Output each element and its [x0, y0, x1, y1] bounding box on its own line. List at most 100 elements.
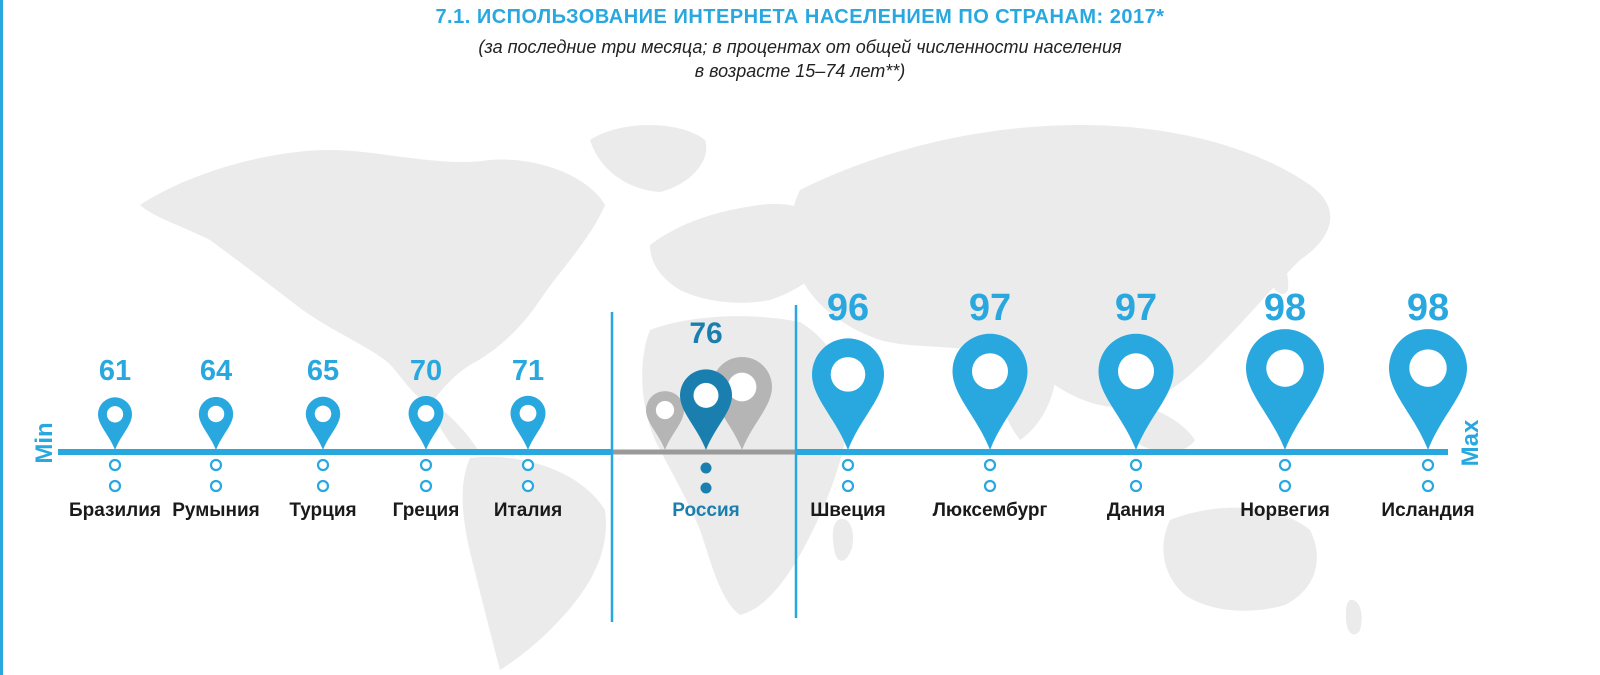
- country-0-pin-body: [98, 397, 132, 450]
- country-5-pin-body: [680, 369, 732, 450]
- country-6-label: Швеция: [810, 500, 886, 521]
- country-8-value: 97: [1115, 287, 1157, 329]
- country-5-pin-hole: [693, 382, 719, 408]
- country-4-pin-body: [510, 395, 546, 450]
- country-3-label: Греция: [393, 500, 460, 521]
- country-5-dot-1: [700, 462, 712, 474]
- axis-min-label: Min: [31, 422, 58, 463]
- map-south-america: [462, 456, 606, 670]
- country-0-dot-1: [108, 458, 122, 472]
- country-2-pin-body: [305, 396, 341, 450]
- country-4-label: Италия: [494, 500, 562, 521]
- country-0: 61 Бразилия: [69, 355, 161, 521]
- country-8-pin: [1098, 333, 1174, 450]
- country-1-value: 64: [200, 355, 232, 387]
- map-north-america: [140, 150, 605, 405]
- country-8-dot-1: [1129, 458, 1143, 472]
- country-7-label: Люксембург: [933, 500, 1048, 521]
- country-10-pin-body: [1389, 329, 1467, 450]
- country-10-pin: [1389, 329, 1467, 450]
- country-7-pin: [952, 333, 1028, 450]
- country-0-pin-hole: [106, 406, 124, 423]
- country-7-dot-1: [983, 458, 997, 472]
- chart-header: 7.1. ИСПОЛЬЗОВАНИЕ ИНТЕРНЕТА НАСЕЛЕНИЕМ …: [0, 6, 1600, 83]
- axis: Min Max: [31, 305, 1484, 622]
- country-10-label: Исландия: [1381, 500, 1474, 521]
- country-10: 98 Исландия: [1381, 287, 1474, 521]
- country-9-value: 98: [1264, 287, 1306, 329]
- country-3: 70 Греция: [393, 355, 460, 521]
- country-8-label: Дания: [1107, 500, 1165, 521]
- country-7-pin-body: [952, 333, 1028, 450]
- country-1-pin-body: [198, 396, 234, 450]
- country-9-pin: [1246, 329, 1324, 450]
- country-9-pin-body: [1246, 329, 1324, 450]
- country-2-dot-2: [316, 479, 330, 493]
- map-greenland: [590, 125, 707, 192]
- country-5-decoy-pin-right-hole: [727, 372, 757, 402]
- country-7-value: 97: [969, 287, 1011, 329]
- country-4-pin-hole: [519, 404, 537, 422]
- map-asia: [790, 125, 1331, 408]
- country-9-dot-1: [1278, 458, 1292, 472]
- country-5-pin: [680, 369, 732, 450]
- country-0-label: Бразилия: [69, 500, 161, 521]
- country-10-dot-1: [1421, 458, 1435, 472]
- country-2-value: 65: [307, 355, 339, 387]
- country-8-dot-2: [1129, 479, 1143, 493]
- country-8-pin-hole: [1118, 353, 1154, 390]
- chart-title: 7.1. ИСПОЛЬЗОВАНИЕ ИНТЕРНЕТА НАСЕЛЕНИЕМ …: [435, 6, 1165, 28]
- country-7-pin-hole: [972, 353, 1008, 390]
- country-9-pin-hole: [1266, 349, 1304, 387]
- country-6-pin-hole: [830, 357, 866, 392]
- country-2-pin-hole: [314, 405, 332, 423]
- country-6: 96 Швеция: [810, 287, 886, 521]
- country-5: 76 Россия: [646, 317, 772, 521]
- map-madagascar: [832, 518, 854, 561]
- country-2-dot-1: [316, 458, 330, 472]
- country-1: 64 Румыния: [172, 355, 260, 521]
- country-7-dot-2: [983, 479, 997, 493]
- country-8-pin-body: [1098, 333, 1174, 450]
- country-2-pin: [305, 396, 341, 450]
- country-6-pin-body: [812, 338, 884, 450]
- country-10-dot-2: [1421, 479, 1435, 493]
- chart-subtitle-line2: в возрасте 15–74 лет**): [694, 61, 906, 81]
- country-5-decoy-pin-left-hole: [655, 400, 675, 420]
- country-5-label: Россия: [672, 500, 739, 521]
- country-10-pin-hole: [1409, 349, 1447, 387]
- map-japan: [1266, 250, 1289, 295]
- country-3-value: 70: [410, 355, 442, 387]
- country-0-pin: [98, 397, 132, 450]
- country-2: 65 Турция: [289, 355, 356, 521]
- marks: 61 Бразилия 64 Румыния 65 Турция 70 Греция 71 Ита…: [69, 287, 1475, 521]
- country-0-value: 61: [99, 355, 131, 387]
- country-6-pin: [812, 338, 884, 450]
- country-8: 97 Дания: [1098, 287, 1174, 521]
- country-5-dot-2: [700, 482, 712, 494]
- country-4-value: 71: [512, 355, 544, 387]
- country-7: 97 Люксембург: [933, 287, 1048, 521]
- left-border: [0, 0, 3, 675]
- country-1-pin: [198, 396, 234, 450]
- chart-subtitle-line1: (за последние три месяца; в процентах от…: [478, 37, 1122, 57]
- country-5-decoy-pin-left: [646, 391, 684, 450]
- map-australia: [1163, 507, 1317, 611]
- country-2-label: Турция: [289, 500, 356, 521]
- country-9-label: Норвегия: [1240, 500, 1330, 521]
- country-1-dot-1: [209, 458, 223, 472]
- country-4-dot-1: [521, 458, 535, 472]
- country-3-pin: [408, 395, 444, 450]
- country-4: 71 Италия: [494, 355, 562, 521]
- country-1-pin-hole: [207, 405, 225, 423]
- country-0-dot-2: [108, 479, 122, 493]
- country-9-dot-2: [1278, 479, 1292, 493]
- country-5-decoy-pin-left-body: [646, 391, 684, 450]
- country-1-label: Румыния: [172, 500, 260, 521]
- country-5-value: 76: [689, 317, 722, 350]
- country-3-pin-hole: [417, 404, 435, 422]
- country-10-value: 98: [1407, 287, 1449, 329]
- map-new-zealand: [1346, 599, 1362, 635]
- country-6-dot-2: [841, 479, 855, 493]
